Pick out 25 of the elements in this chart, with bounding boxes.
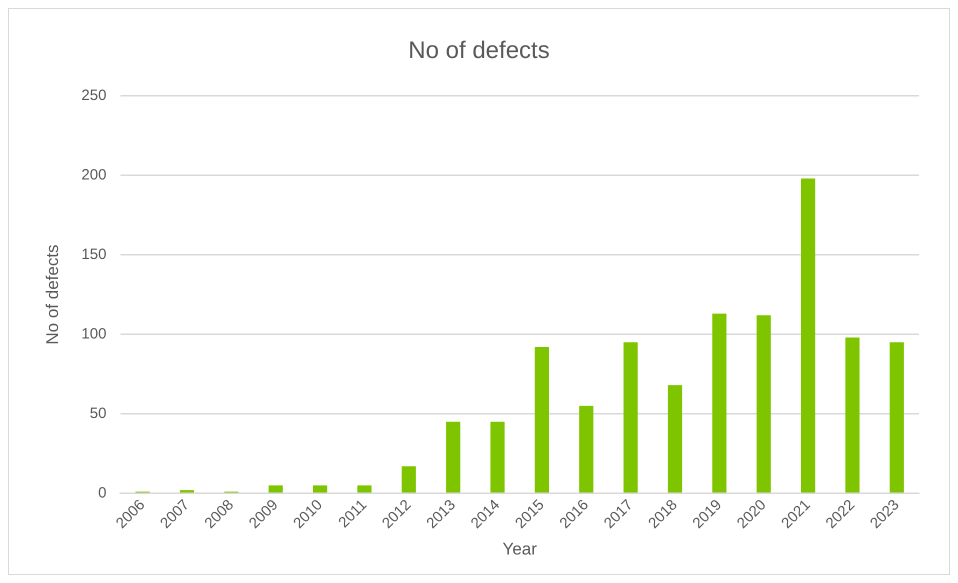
bar (890, 342, 904, 493)
bar (490, 422, 505, 493)
bar (756, 315, 771, 493)
y-tick-label: 100 (81, 325, 106, 342)
bar (624, 342, 638, 493)
y-axis-title: No of defects (42, 244, 62, 345)
y-tick-label: 50 (90, 404, 106, 422)
bar (800, 178, 816, 493)
bar (534, 347, 549, 493)
y-tick-label: 200 (81, 166, 106, 184)
bar (402, 466, 416, 493)
bar (446, 422, 460, 493)
y-tick-label: 150 (81, 246, 106, 263)
bar (180, 490, 194, 493)
bar (357, 485, 372, 493)
bar (579, 406, 594, 493)
bar (312, 485, 328, 493)
bar (712, 314, 726, 493)
x-axis-title: Year (502, 539, 538, 558)
chart-title: No of defects (408, 37, 550, 64)
y-tick-label: 0 (98, 484, 106, 502)
y-tick-label: 250 (81, 86, 106, 104)
bar (668, 385, 682, 493)
bar (845, 337, 860, 493)
bar (268, 485, 283, 493)
